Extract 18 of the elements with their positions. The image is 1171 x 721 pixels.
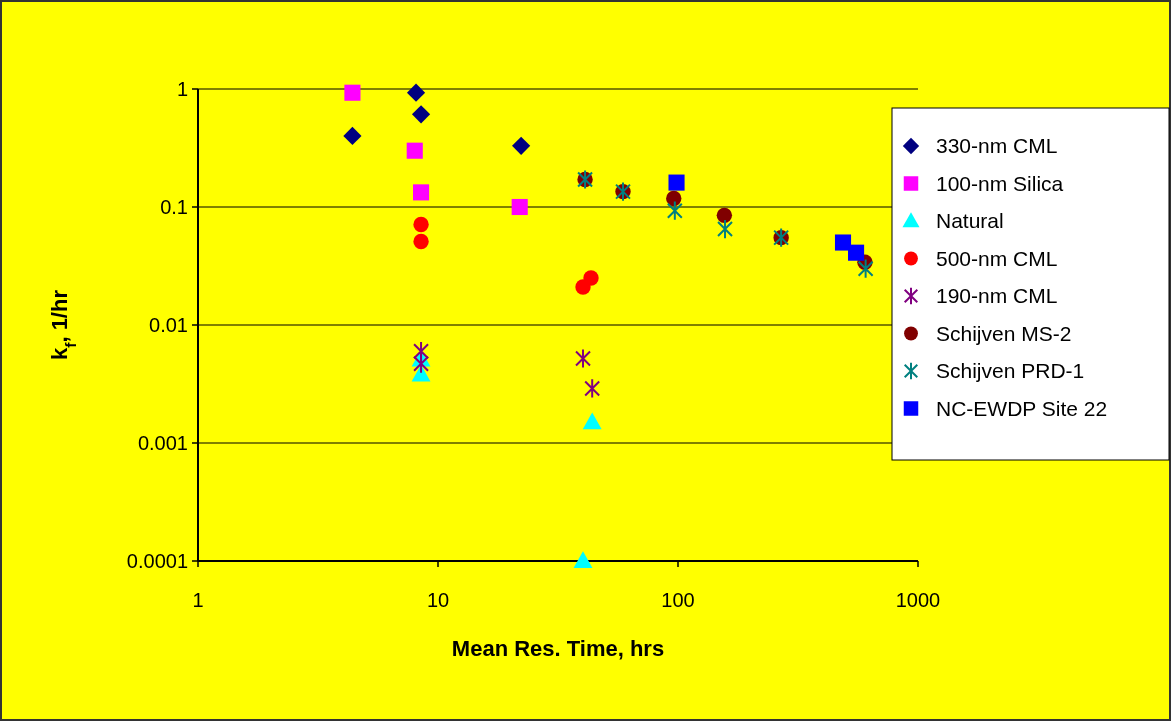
- y-tick-label: 0.01: [149, 314, 188, 336]
- legend-label: 500-nm CML: [936, 246, 1058, 270]
- y-tick-label: 1: [176, 78, 188, 100]
- x-tick-label: 1000: [895, 589, 941, 611]
- x-tick-label: 100: [661, 589, 695, 611]
- legend-label: Natural: [936, 209, 1004, 233]
- x-tick-label: 10: [426, 589, 450, 611]
- x-axis-title: Mean Res. Time, hrs: [451, 636, 665, 661]
- legend-label: Schijven MS-2: [936, 321, 1072, 345]
- x-tick-label: 1: [192, 589, 204, 611]
- y-tick-label: 0.0001: [126, 550, 188, 572]
- legend-label: 190-nm CML: [936, 284, 1058, 308]
- legend-label: NC-EWDP Site 22: [936, 396, 1108, 420]
- y-tick-label: 0.001: [137, 432, 188, 454]
- legend-label: 330-nm CML: [936, 134, 1058, 158]
- y-tick-label: 0.1: [160, 196, 188, 218]
- legend-label: Schijven PRD-1: [936, 359, 1085, 383]
- legend-label: 100-nm Silica: [936, 171, 1064, 195]
